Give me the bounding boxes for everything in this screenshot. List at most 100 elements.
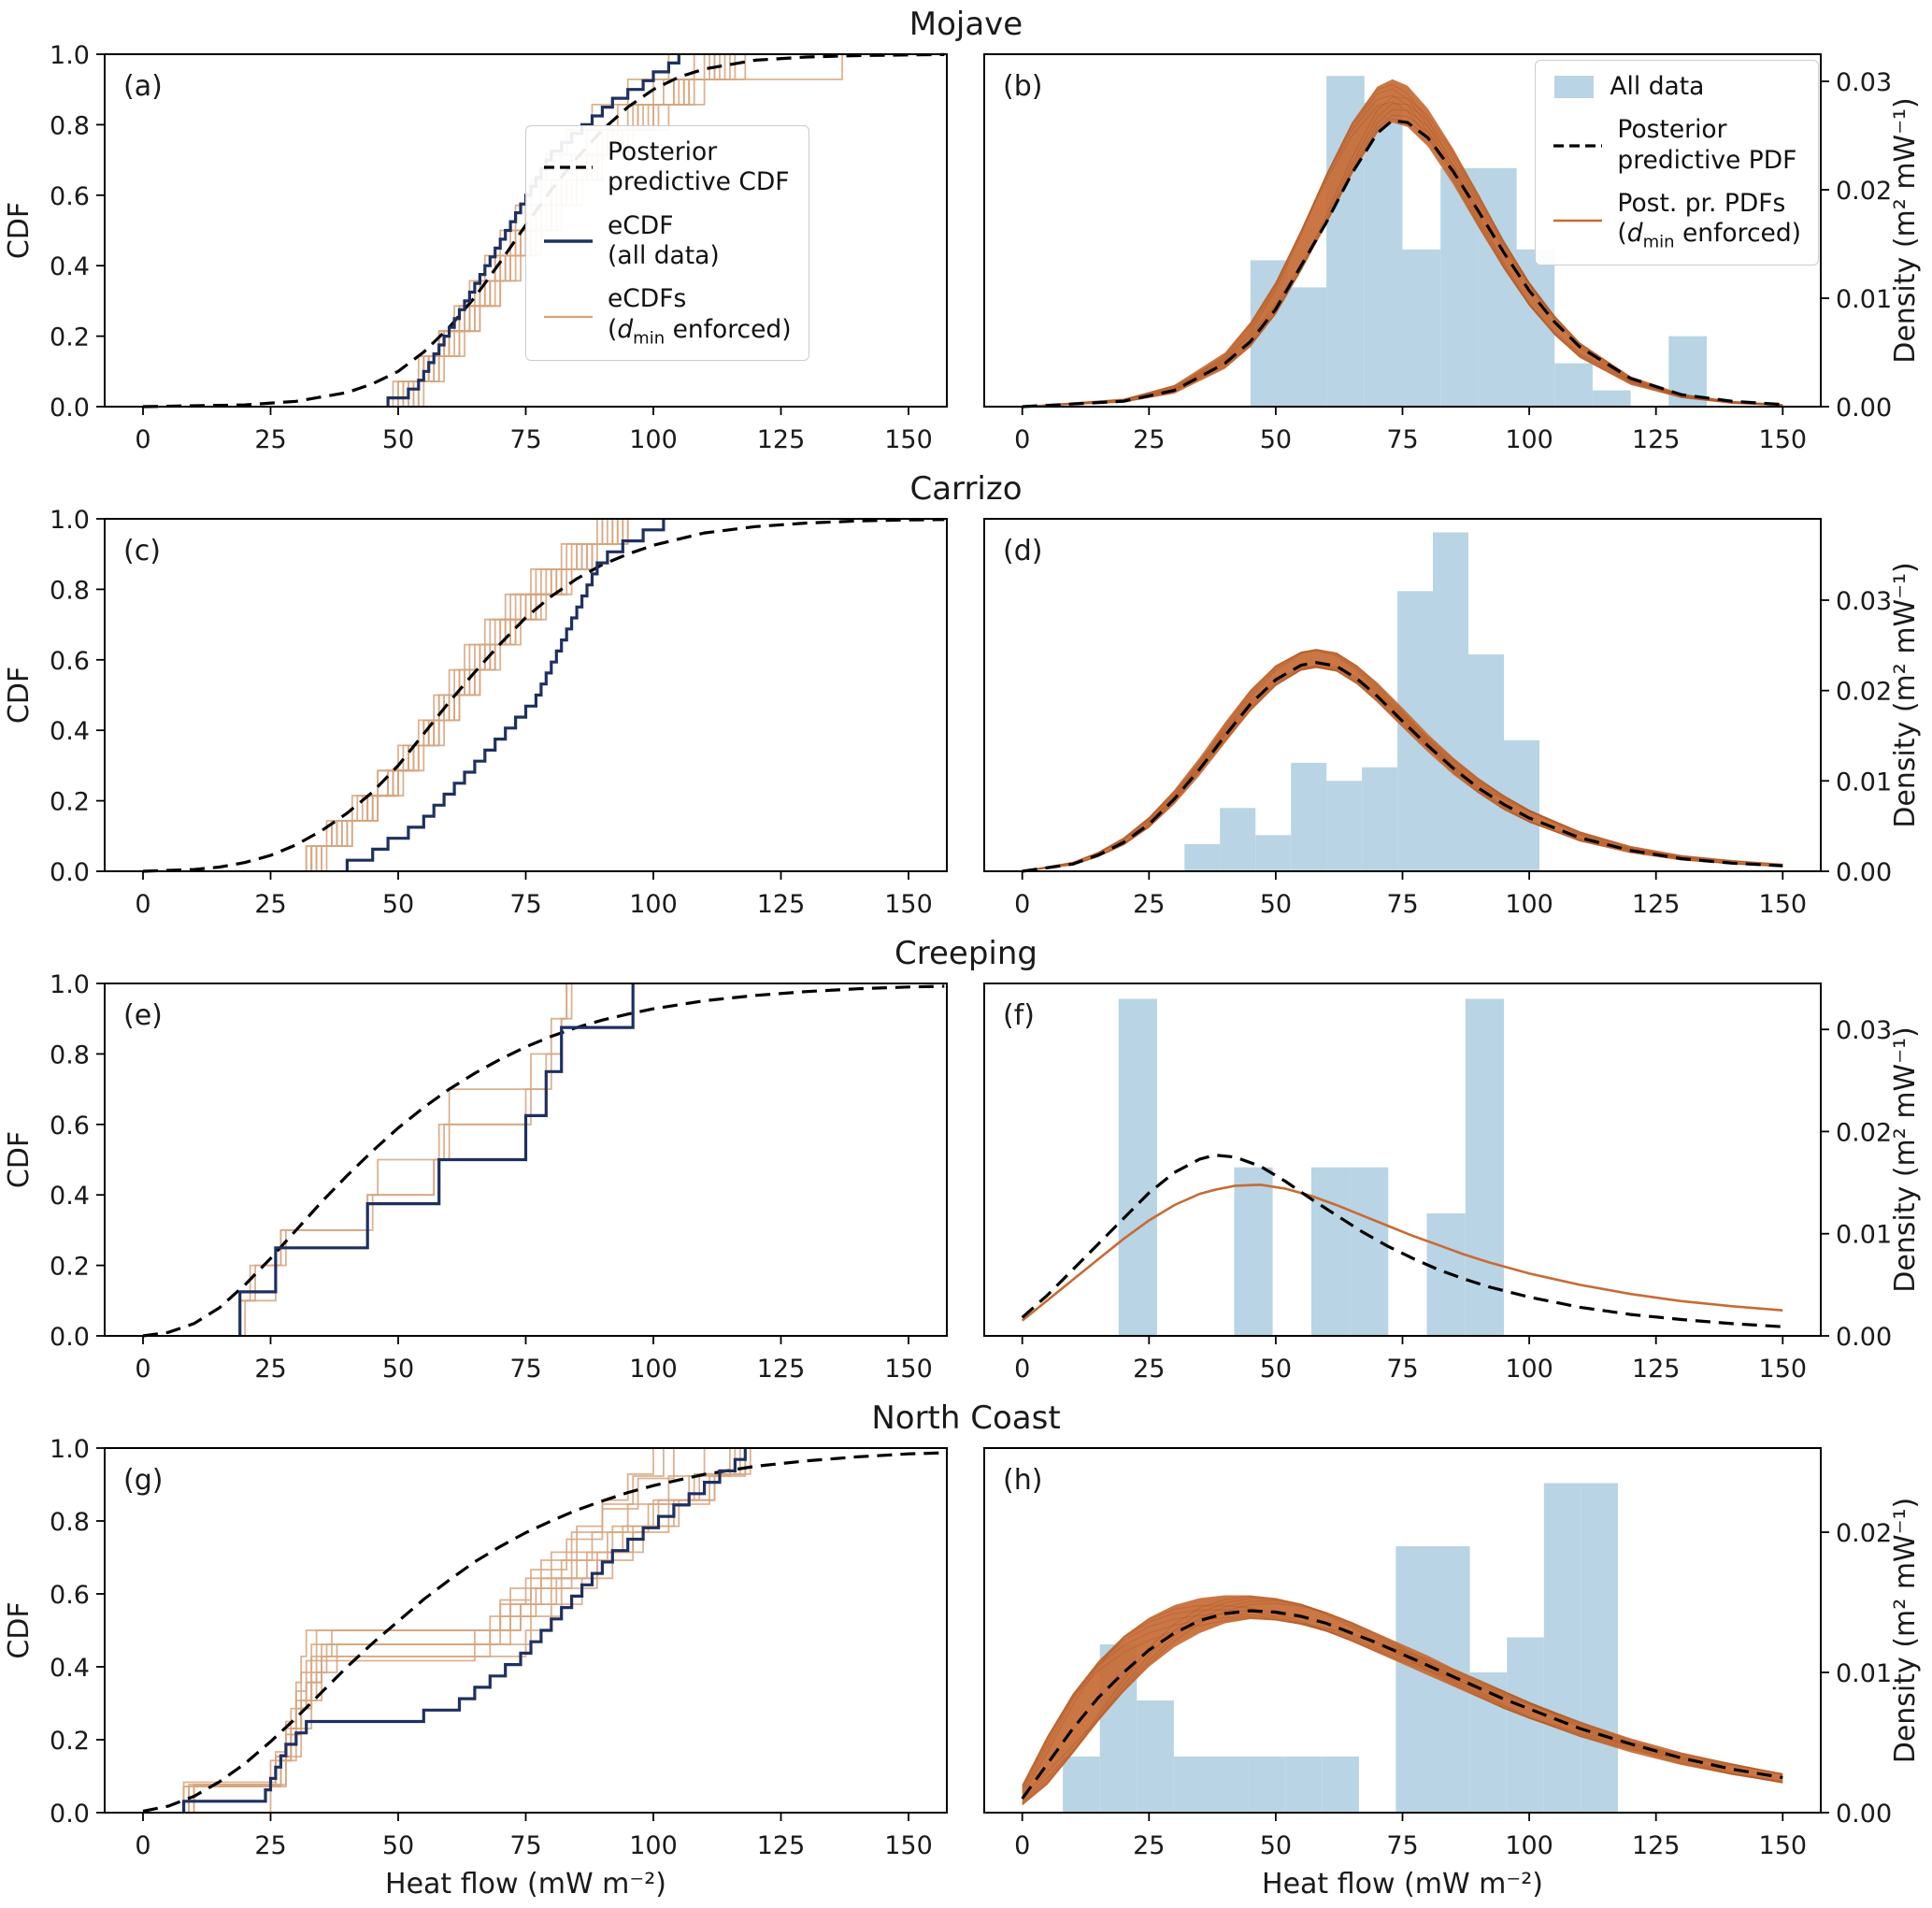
svg-text:125: 125 bbox=[1632, 1355, 1681, 1384]
svg-text:0.4: 0.4 bbox=[50, 717, 90, 746]
panel-cdf-mojave: 0 25 50 75 100 125 150 0.0 0.2 0.4 0.6 0.8 1.0 (a) CDF… bbox=[0, 45, 966, 461]
svg-text:0.8: 0.8 bbox=[50, 1040, 90, 1069]
svg-text:25: 25 bbox=[1133, 1355, 1165, 1384]
chart-e-plot: 0 25 50 75 100 125 150 0.0 0.2 0.4 0.6 0.8 1.0 (e) CDF bbox=[3, 974, 948, 1384]
svg-text:(g): (g) bbox=[123, 1464, 163, 1497]
svg-text:125: 125 bbox=[1632, 890, 1681, 919]
legend-item-ecdfs-dmin: eCDFs (dmin enforced) bbox=[543, 284, 792, 349]
svg-text:0.6: 0.6 bbox=[50, 1112, 90, 1140]
svg-text:75: 75 bbox=[1386, 1355, 1418, 1384]
dashed-line-swatch bbox=[1553, 144, 1603, 148]
svg-text:1.0: 1.0 bbox=[50, 1439, 90, 1464]
svg-text:0.02: 0.02 bbox=[1836, 177, 1892, 206]
svg-text:50: 50 bbox=[382, 425, 414, 454]
svg-text:0.01: 0.01 bbox=[1836, 285, 1892, 314]
svg-text:0.2: 0.2 bbox=[50, 788, 90, 817]
svg-text:0: 0 bbox=[1014, 890, 1030, 919]
svg-text:100: 100 bbox=[1505, 425, 1553, 454]
svg-text:25: 25 bbox=[254, 890, 286, 919]
svg-text:0.02: 0.02 bbox=[1836, 1519, 1892, 1548]
svg-text:50: 50 bbox=[1260, 1355, 1292, 1384]
svg-text:25: 25 bbox=[1133, 1831, 1165, 1860]
svg-text:0.02: 0.02 bbox=[1836, 1118, 1892, 1147]
svg-text:125: 125 bbox=[1632, 1831, 1681, 1860]
svg-text:0.2: 0.2 bbox=[50, 1727, 90, 1756]
svg-text:0.6: 0.6 bbox=[50, 647, 90, 676]
row-mojave: Mojave 0 25 50 75 100 125 150 0.0 0.2 0.4 0.6 0.8 1.… bbox=[0, 4, 1932, 461]
svg-text:25: 25 bbox=[1133, 425, 1165, 454]
legend-item-post-pr-pdfs: Post. pr. PDFs (dmin enforced) bbox=[1553, 189, 1801, 253]
tan-line-swatch bbox=[544, 315, 593, 318]
legend-item-ecdf-all: eCDF (all data) bbox=[543, 211, 792, 272]
svg-text:50: 50 bbox=[382, 1831, 414, 1860]
row-carrizo: Carrizo 0 25 50 75 100 125 150 0.0 0.2 0.4 0.6 0.8 1… bbox=[0, 468, 1932, 925]
svg-text:150: 150 bbox=[1759, 1831, 1808, 1860]
svg-text:100: 100 bbox=[1505, 890, 1553, 919]
svg-text:50: 50 bbox=[1260, 425, 1292, 454]
panel-pdf-carrizo: 0 25 50 75 100 125 150 0.00 0.01 0.02 0.03 (d) Densi… bbox=[966, 509, 1931, 925]
svg-text:0.00: 0.00 bbox=[1836, 858, 1892, 887]
svg-text:25: 25 bbox=[254, 425, 286, 454]
chart-a-plot: 0 25 50 75 100 125 150 0.0 0.2 0.4 0.6 0.8 1.0 (a) CDF bbox=[3, 45, 948, 454]
legend-label: Posterior predictive CDF bbox=[608, 137, 790, 197]
svg-text:(c): (c) bbox=[123, 535, 161, 567]
legend-item-posterior-cdf: Posterior predictive CDF bbox=[543, 137, 792, 198]
svg-text:0: 0 bbox=[135, 1355, 150, 1384]
row-title-mojave: Mojave bbox=[909, 6, 1023, 43]
svg-text:0.01: 0.01 bbox=[1836, 1659, 1892, 1688]
svg-text:0.00: 0.00 bbox=[1836, 394, 1892, 423]
panel-pdf-creeping: 0 25 50 75 100 125 150 0.00 0.01 0.02 0.03 (f) Densi… bbox=[966, 974, 1931, 1390]
cdf-legend: Posterior predictive CDF eCDF (all data) e… bbox=[525, 125, 809, 361]
svg-text:150: 150 bbox=[1759, 1355, 1808, 1384]
svg-text:75: 75 bbox=[1386, 425, 1418, 454]
orange-line-swatch bbox=[1553, 220, 1603, 222]
svg-text:0.8: 0.8 bbox=[50, 1508, 90, 1537]
svg-text:0.2: 0.2 bbox=[50, 323, 90, 352]
svg-text:150: 150 bbox=[1759, 425, 1808, 454]
svg-text:125: 125 bbox=[757, 1355, 806, 1384]
svg-text:0.03: 0.03 bbox=[1836, 587, 1892, 616]
svg-text:0.0: 0.0 bbox=[50, 394, 90, 423]
svg-text:75: 75 bbox=[509, 890, 541, 919]
navy-line-swatch bbox=[544, 239, 593, 243]
svg-text:0.0: 0.0 bbox=[50, 858, 90, 887]
svg-text:100: 100 bbox=[1505, 1355, 1553, 1384]
svg-text:(a): (a) bbox=[123, 70, 163, 103]
chart-d-plot: 0 25 50 75 100 125 150 0.00 0.01 0.02 0.03 (d) Densi… bbox=[983, 518, 1922, 919]
svg-text:0: 0 bbox=[135, 890, 150, 919]
legend-label: eCDF (all data) bbox=[608, 210, 720, 270]
svg-text:Density (m² mW⁻¹): Density (m² mW⁻¹) bbox=[1889, 562, 1922, 828]
svg-text:0: 0 bbox=[1014, 425, 1030, 454]
svg-text:0.4: 0.4 bbox=[50, 1654, 90, 1683]
svg-text:0: 0 bbox=[1014, 1831, 1030, 1860]
svg-text:150: 150 bbox=[884, 1355, 933, 1384]
svg-text:(b): (b) bbox=[1003, 70, 1042, 103]
pdf-legend: All data Posterior predictive PDF Post. p… bbox=[1535, 60, 1819, 265]
svg-text:0.8: 0.8 bbox=[50, 576, 90, 605]
svg-text:100: 100 bbox=[629, 890, 678, 919]
row-creeping: Creeping 0 25 50 75 100 125 150 0.0 0.2 0.4 0.6 0.8… bbox=[0, 933, 1932, 1390]
svg-text:Heat flow (mW m⁻²): Heat flow (mW m⁻²) bbox=[1262, 1868, 1543, 1901]
svg-text:75: 75 bbox=[509, 1355, 541, 1384]
svg-text:75: 75 bbox=[1386, 890, 1418, 919]
svg-text:125: 125 bbox=[757, 890, 806, 919]
svg-text:0: 0 bbox=[135, 425, 150, 454]
chart-b-plot: 0 25 50 75 100 125 150 0.00 0.01 0.02 0.03 (b) Densi… bbox=[983, 53, 1922, 454]
chart-h-plot: 0 25 50 75 100 125 150 0.00 0.01 0.02 (h) Density (… bbox=[983, 1447, 1922, 1901]
svg-text:0.6: 0.6 bbox=[50, 1581, 90, 1610]
svg-text:0.03: 0.03 bbox=[1836, 68, 1892, 97]
svg-text:150: 150 bbox=[884, 425, 933, 454]
svg-text:0.03: 0.03 bbox=[1836, 1016, 1892, 1045]
svg-text:1.0: 1.0 bbox=[50, 509, 90, 535]
svg-text:25: 25 bbox=[254, 1831, 286, 1860]
svg-text:25: 25 bbox=[1133, 890, 1165, 919]
svg-text:50: 50 bbox=[382, 890, 414, 919]
svg-text:0: 0 bbox=[1014, 1355, 1030, 1384]
dashed-line-swatch bbox=[544, 165, 593, 169]
svg-text:150: 150 bbox=[884, 890, 933, 919]
svg-text:50: 50 bbox=[1260, 890, 1292, 919]
svg-text:0.02: 0.02 bbox=[1836, 678, 1892, 707]
svg-text:25: 25 bbox=[254, 1355, 286, 1384]
svg-text:75: 75 bbox=[1386, 1831, 1418, 1860]
svg-text:125: 125 bbox=[757, 425, 806, 454]
